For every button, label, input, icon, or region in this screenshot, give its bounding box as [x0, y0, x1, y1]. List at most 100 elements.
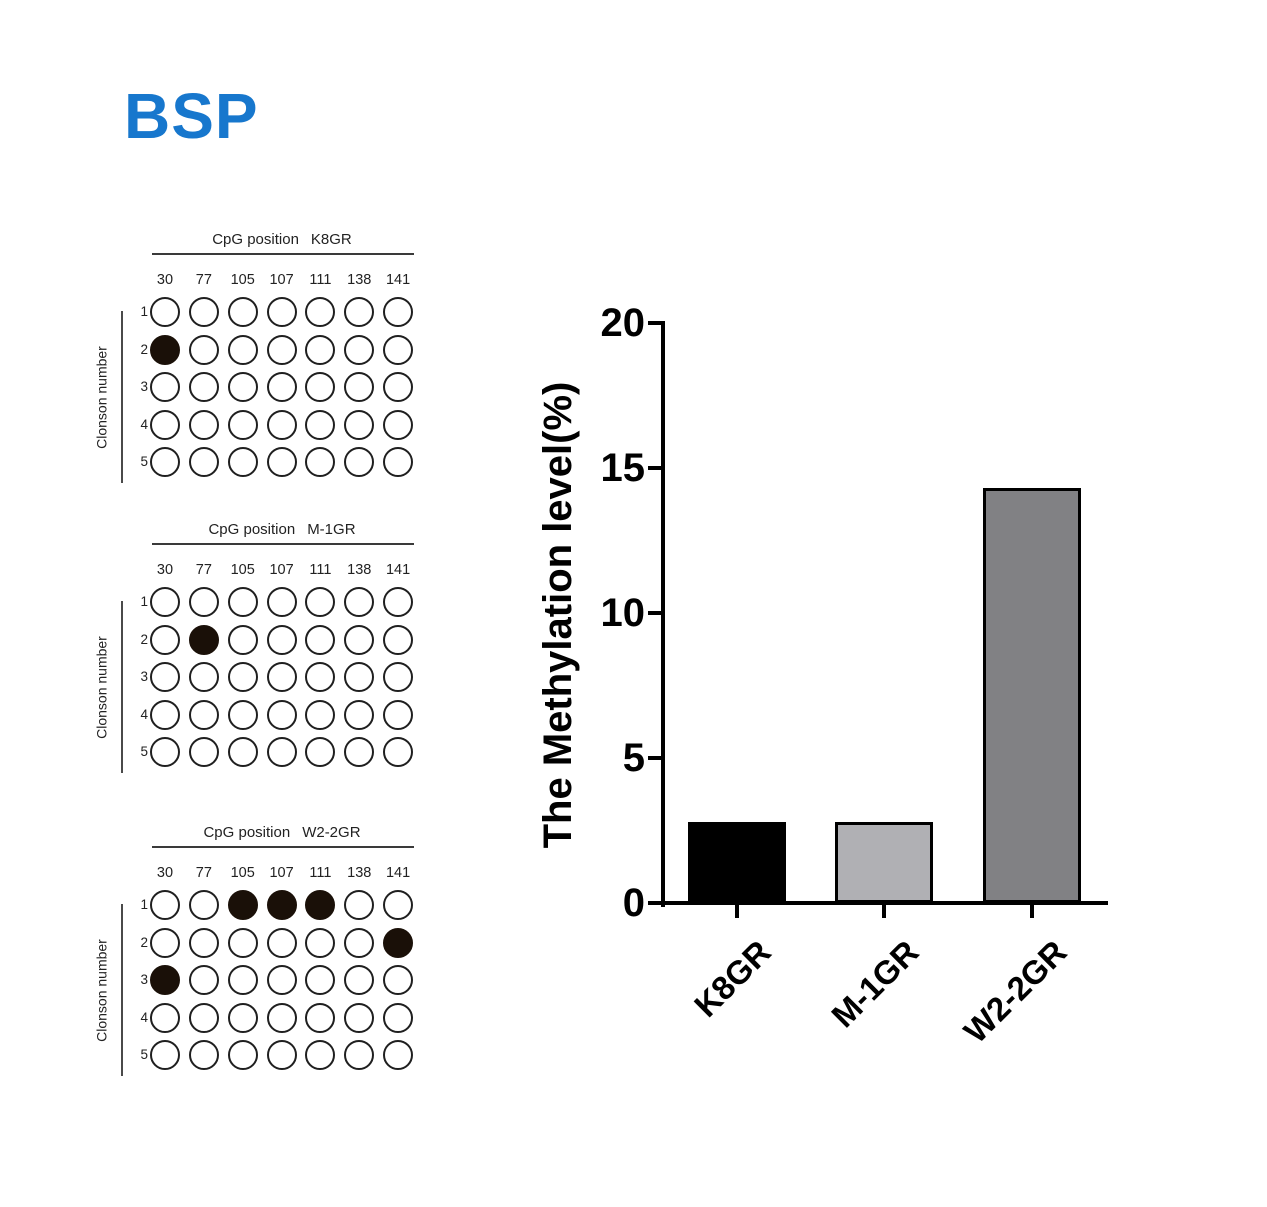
- y-tick-label: 10: [600, 591, 646, 635]
- cpg-site-unmethylated: [150, 890, 180, 920]
- cpg-position-label: 111: [309, 562, 332, 578]
- cpg-panel-w2-2gr: CpG position W2-2GR 30 77 105 107 111 138 141 Clo…: [80, 818, 430, 1093]
- cpg-site-unmethylated: [344, 699, 375, 730]
- cpg-site-unmethylated: [305, 587, 336, 617]
- cpg-site-unmethylated: [344, 890, 375, 920]
- cpg-position-label: 141: [385, 272, 411, 288]
- cpg-site-unmethylated: [383, 372, 414, 402]
- panel-title-prefix: CpG position: [212, 231, 299, 248]
- cpg-site-unmethylated: [383, 737, 414, 767]
- cpg-position-label: 105: [230, 865, 255, 881]
- cpg-site-unmethylated: [305, 1040, 336, 1070]
- cpg-position-label: 111: [309, 272, 332, 288]
- cpg-site-unmethylated: [383, 409, 414, 440]
- clone-number-axis-label: Clonson number: [93, 346, 110, 449]
- cpg-site-unmethylated: [344, 447, 375, 477]
- cpg-site-unmethylated: [227, 334, 258, 365]
- cpg-site-unmethylated: [266, 1040, 297, 1070]
- cpg-panel-k8gr: CpG position K8GR 30 77 105 107 111 138 141 Clons…: [80, 225, 430, 500]
- cpg-site-unmethylated: [188, 409, 219, 440]
- panel-title-underline: [152, 253, 414, 255]
- cpg-site-unmethylated: [150, 297, 180, 327]
- cpg-panel-m-1gr: CpG position M-1GR 30 77 105 107 111 138 141 Clon…: [80, 515, 430, 790]
- figure-title: BSP: [124, 80, 259, 152]
- cpg-panel-title: CpG position M-1GR: [122, 520, 442, 540]
- cpg-position-label: 111: [309, 865, 332, 881]
- panel-title-prefix: CpG position: [208, 521, 296, 538]
- cpg-site-unmethylated: [344, 624, 375, 655]
- cpg-site-unmethylated: [227, 587, 258, 617]
- cpg-site-unmethylated: [344, 662, 375, 692]
- cpg-site-methylated: [227, 890, 258, 920]
- clone-axis-line: [121, 904, 123, 1076]
- cpg-position-label: 107: [269, 562, 294, 578]
- cpg-site-unmethylated: [227, 372, 258, 402]
- cpg-site-unmethylated: [188, 699, 219, 730]
- cpg-position-label: 138: [347, 562, 372, 578]
- cpg-site-unmethylated: [150, 927, 180, 958]
- cpg-site-unmethylated: [266, 409, 297, 440]
- cpg-site-unmethylated: [383, 624, 414, 655]
- cpg-site-unmethylated: [150, 624, 180, 655]
- x-tick-mark: [735, 903, 739, 918]
- cpg-site-unmethylated: [188, 662, 219, 692]
- cpg-site-unmethylated: [344, 927, 375, 958]
- cpg-site-unmethylated: [305, 334, 336, 365]
- y-tick-mark: [648, 466, 661, 470]
- cpg-site-unmethylated: [383, 662, 414, 692]
- cpg-position-label: 105: [230, 272, 255, 288]
- cpg-site-methylated: [150, 334, 180, 365]
- cpg-site-unmethylated: [188, 1040, 219, 1070]
- cpg-position-label: 77: [195, 562, 212, 578]
- cpg-site-unmethylated: [188, 737, 219, 767]
- cpg-site-unmethylated: [305, 409, 336, 440]
- cpg-site-unmethylated: [188, 1002, 219, 1033]
- cpg-site-unmethylated: [266, 297, 297, 327]
- clone-row-label: 4: [140, 706, 148, 722]
- cpg-site-unmethylated: [344, 587, 375, 617]
- cpg-site-unmethylated: [266, 927, 297, 958]
- cpg-site-unmethylated: [227, 409, 258, 440]
- bar-k8gr: [688, 822, 786, 903]
- cpg-site-unmethylated: [227, 297, 258, 327]
- cpg-position-label: 141: [385, 865, 411, 881]
- cpg-site-unmethylated: [305, 737, 336, 767]
- cpg-site-unmethylated: [383, 1040, 414, 1070]
- cpg-panel-title: CpG position W2-2GR: [122, 823, 442, 843]
- clone-row-label: 4: [140, 416, 148, 432]
- cpg-site-unmethylated: [227, 1002, 258, 1033]
- cpg-position-label: 105: [230, 562, 255, 578]
- cpg-site-unmethylated: [188, 587, 219, 617]
- cpg-site-unmethylated: [266, 662, 297, 692]
- clone-row-label: 2: [140, 631, 148, 647]
- cpg-site-methylated: [266, 890, 297, 920]
- cpg-site-unmethylated: [383, 297, 414, 327]
- clone-row-label: 3: [140, 972, 148, 987]
- panel-sample-name: W2-2GR: [302, 824, 361, 841]
- cpg-site-unmethylated: [344, 1040, 375, 1070]
- cpg-site-unmethylated: [383, 699, 414, 730]
- cpg-site-unmethylated: [383, 587, 414, 617]
- panel-title-underline: [152, 543, 414, 545]
- cpg-site-unmethylated: [150, 372, 180, 402]
- cpg-site-unmethylated: [383, 965, 414, 995]
- cpg-site-unmethylated: [266, 965, 297, 995]
- cpg-site-methylated: [188, 624, 219, 655]
- clone-row-label: 3: [140, 669, 148, 684]
- cpg-position-label: 107: [269, 865, 294, 881]
- cpg-site-unmethylated: [305, 662, 336, 692]
- cpg-site-unmethylated: [150, 737, 180, 767]
- cpg-site-unmethylated: [383, 1002, 414, 1033]
- cpg-site-unmethylated: [266, 737, 297, 767]
- cpg-site-unmethylated: [344, 737, 375, 767]
- cpg-site-unmethylated: [188, 890, 219, 920]
- cpg-site-unmethylated: [150, 587, 180, 617]
- cpg-site-unmethylated: [266, 587, 297, 617]
- cpg-site-unmethylated: [266, 334, 297, 365]
- cpg-site-unmethylated: [383, 334, 414, 365]
- cpg-site-unmethylated: [188, 447, 219, 477]
- y-tick-label: 20: [600, 301, 646, 345]
- cpg-position-label: 107: [269, 272, 294, 288]
- cpg-position-label: 138: [347, 865, 372, 881]
- x-tick-mark: [1030, 903, 1034, 918]
